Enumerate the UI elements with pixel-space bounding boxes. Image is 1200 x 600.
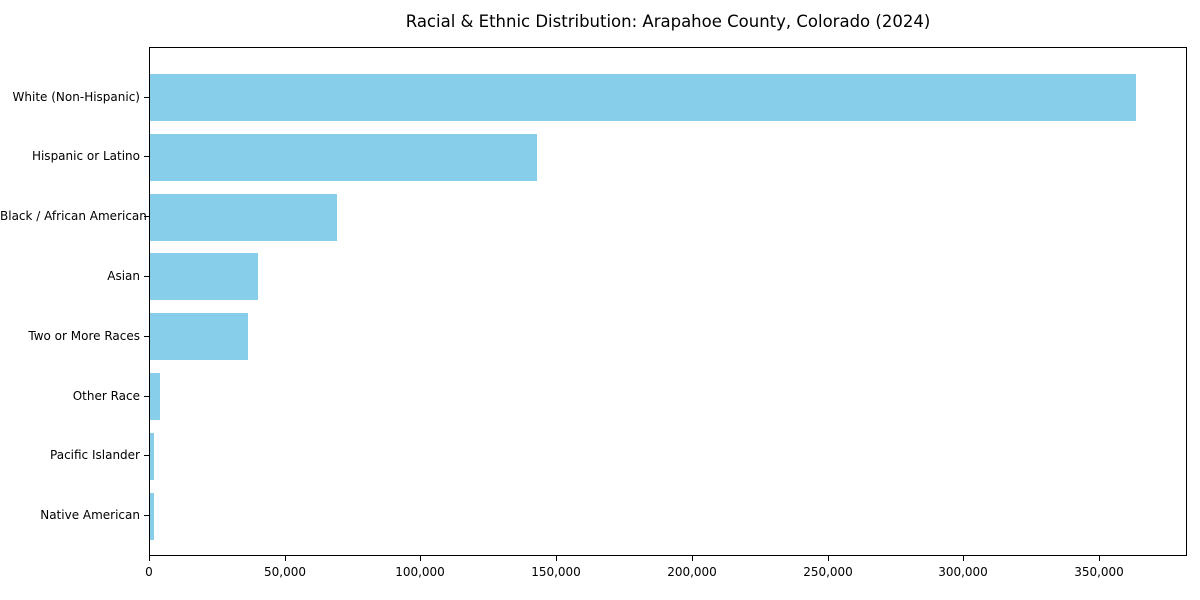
y-tick-mark (144, 156, 149, 157)
chart-title: Racial & Ethnic Distribution: Arapahoe C… (405, 12, 931, 31)
x-tick-mark (285, 556, 286, 561)
bar-two-or-more-races (150, 313, 248, 361)
x-tick-label-0: 0 (145, 565, 153, 579)
x-tick-mark (1099, 556, 1100, 561)
y-tick-mark (144, 336, 149, 337)
x-tick-mark (556, 556, 557, 561)
y-tick-label-hispanic-or-latino: Hispanic or Latino (31, 149, 140, 163)
y-tick-label-two-or-more-races: Two or More Races (28, 329, 140, 343)
bar-asian (150, 253, 259, 301)
y-tick-label-white-non-hispanic: White (Non-Hispanic) (12, 90, 140, 104)
y-tick-label-asian: Asian (107, 269, 140, 283)
x-tick-label-250000: 250,000 (803, 565, 853, 579)
bar-hispanic-or-latino (150, 133, 538, 181)
x-tick-label-200000: 200,000 (667, 565, 717, 579)
y-tick-mark (144, 97, 149, 98)
x-tick-mark (692, 556, 693, 561)
x-tick-mark (149, 556, 150, 561)
y-tick-label-black-african-american: Black / African American (0, 209, 147, 223)
y-tick-label-other-race: Other Race (72, 389, 140, 403)
x-tick-label-50000: 50,000 (264, 565, 306, 579)
x-tick-mark (828, 556, 829, 561)
x-tick-mark (420, 556, 421, 561)
bar-pacific-islander (150, 432, 154, 480)
y-tick-mark (144, 216, 149, 217)
y-tick-label-pacific-islander: Pacific Islander (50, 448, 140, 462)
y-tick-mark (144, 515, 149, 516)
bar-black-african-american (150, 193, 337, 241)
y-tick-label-native-american: Native American (40, 508, 140, 522)
y-tick-mark (144, 455, 149, 456)
x-tick-label-150000: 150,000 (531, 565, 581, 579)
bar-native-american (150, 492, 155, 540)
bar-white-non-hispanic (150, 74, 1137, 121)
y-tick-mark (144, 276, 149, 277)
x-tick-label-350000: 350,000 (1074, 565, 1124, 579)
y-tick-mark (144, 396, 149, 397)
x-tick-label-300000: 300,000 (938, 565, 988, 579)
plot-area (149, 47, 1187, 556)
bar-other-race (150, 373, 161, 420)
x-tick-label-100000: 100,000 (395, 565, 445, 579)
x-tick-mark (963, 556, 964, 561)
